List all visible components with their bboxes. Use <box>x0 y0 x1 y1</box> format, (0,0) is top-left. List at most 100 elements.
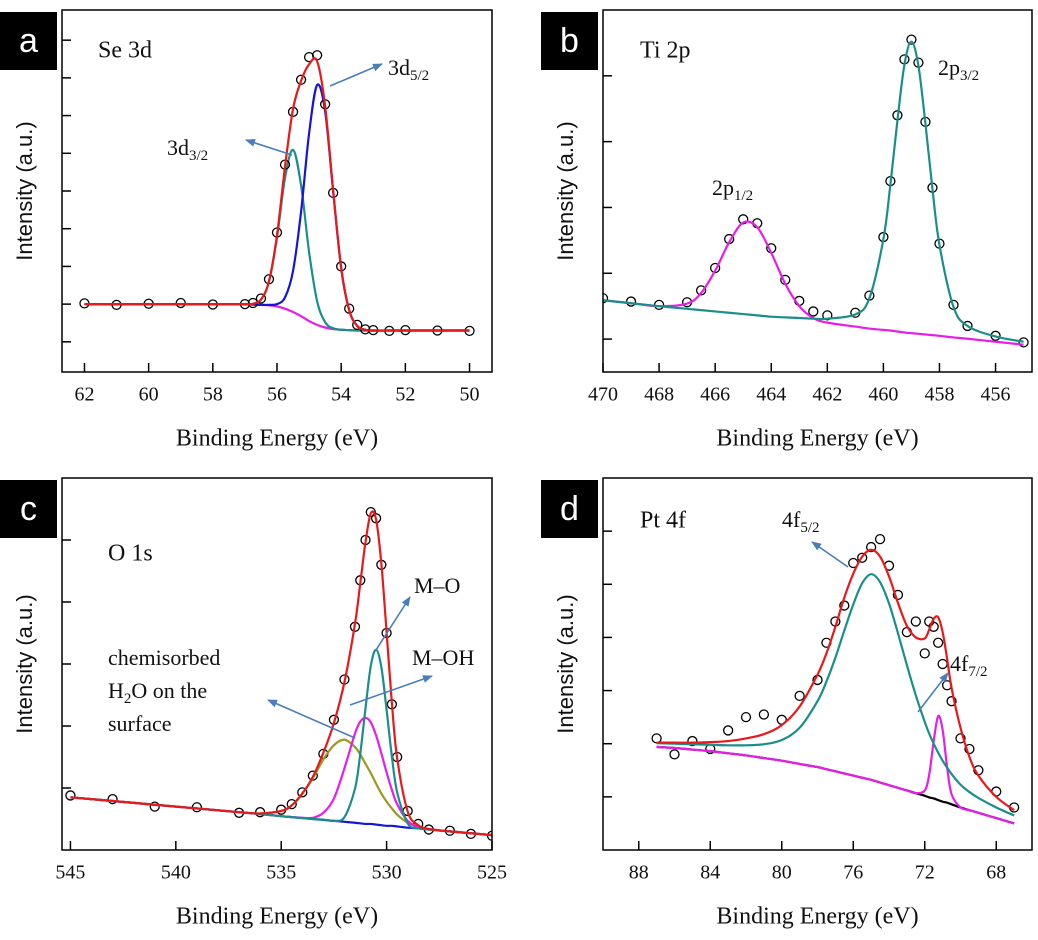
plot-area <box>603 34 1029 348</box>
annotation: H2O on the <box>108 678 207 707</box>
panel-letter-box <box>541 12 598 70</box>
data-point <box>892 589 904 601</box>
fit-curve <box>70 510 492 837</box>
fit-curve <box>656 573 1015 817</box>
annotation-text: surface <box>108 711 172 736</box>
annotation-subscript: 7/2 <box>968 664 987 680</box>
data-point <box>933 637 944 648</box>
y-axis-title: Intensity (a.u.) <box>12 594 37 733</box>
data-point <box>175 297 186 309</box>
x-tick-label: 462 <box>812 384 842 406</box>
x-axis-title: Binding Energy (eV) <box>176 904 378 930</box>
plot-area <box>79 50 475 337</box>
data-point <box>964 743 975 755</box>
annotation-arrow <box>811 541 849 568</box>
data-point <box>946 696 957 707</box>
x-tick-label: 68 <box>986 862 1006 884</box>
annotation-arrow <box>329 63 383 87</box>
annotation-subscript: 3/2 <box>189 148 208 164</box>
data-point <box>794 690 805 702</box>
data-point <box>1018 337 1029 348</box>
data-point <box>874 533 886 545</box>
x-tick-label: 468 <box>644 384 674 406</box>
x-tick-label: 54 <box>331 384 351 406</box>
annotation: 4f7/2 <box>950 651 988 680</box>
x-axis-title: Binding Energy (eV) <box>716 904 918 930</box>
data-point <box>149 801 160 812</box>
annotation-subscript: 3/2 <box>960 68 979 84</box>
data-point <box>303 51 315 63</box>
data-point <box>758 709 770 720</box>
panel-letter: b <box>560 22 579 60</box>
y-axis-title: Intensity (a.u.) <box>553 594 578 733</box>
annotation-arrow <box>375 596 411 651</box>
data-point <box>695 285 707 296</box>
data-point <box>919 648 930 659</box>
data-point <box>669 749 680 760</box>
panel-title: O 1s <box>108 541 153 567</box>
x-tick-label: 76 <box>843 862 863 884</box>
annotation: chemisorbed <box>108 645 220 670</box>
annotation-subscript: 1/2 <box>734 188 753 204</box>
annotation: 3d3/2 <box>167 135 208 164</box>
plot-area <box>65 506 492 841</box>
data-point <box>857 552 868 563</box>
data-point <box>603 293 609 304</box>
annotation-subscript: 5/2 <box>410 68 429 84</box>
x-tick-label: 52 <box>395 384 415 406</box>
plot-area <box>651 533 1020 825</box>
y-axis-title: Intensity (a.u.) <box>553 121 578 260</box>
data-point <box>625 296 637 307</box>
annotation-text: chemisorbed <box>108 645 220 670</box>
annotation: M–OH <box>412 645 474 670</box>
panel-letter-box <box>541 480 598 538</box>
panel-title: Pt 4f <box>640 508 686 534</box>
fit-curve <box>603 40 1024 343</box>
x-tick-label: 460 <box>868 384 898 406</box>
annotation-arrow <box>245 138 293 156</box>
fit-curve <box>70 738 492 837</box>
data-point <box>937 658 948 670</box>
annotation: 3d5/2 <box>388 55 429 84</box>
annotation-subscript: 2 <box>124 691 132 707</box>
data-point <box>822 310 833 321</box>
x-axis-title: Binding Energy (eV) <box>716 426 918 452</box>
data-point <box>955 733 966 744</box>
x-tick-label: 56 <box>267 384 287 406</box>
data-point <box>286 798 297 810</box>
annotation-text: 4f <box>950 651 969 676</box>
x-tick-label: 60 <box>139 384 159 406</box>
x-tick-label: 545 <box>55 862 85 884</box>
panel: 88 84 80 76 72 68 Binding Energy (eV) Intensity… <box>541 477 1033 930</box>
annotation-arrow <box>267 699 356 739</box>
panel-letter: a <box>19 22 38 60</box>
annotation-text: 4f <box>782 507 801 532</box>
x-tick-label: 456 <box>981 384 1011 406</box>
x-tick-label: 72 <box>915 862 935 884</box>
fit-curve <box>656 714 1015 825</box>
x-tick-label: 470 <box>588 384 618 406</box>
plot-frame <box>602 477 1033 851</box>
x-tick-label: 80 <box>772 862 792 884</box>
panel-title: Se 3d <box>98 38 152 64</box>
annotation-subscript: 5/2 <box>800 520 819 536</box>
annotation-text: 3d <box>388 55 410 80</box>
data-point <box>808 306 819 317</box>
panel-letter: c <box>20 490 37 528</box>
x-tick-label: 525 <box>477 862 507 884</box>
x-tick-label: 458 <box>924 384 954 406</box>
annotation-text: 2p <box>938 55 960 80</box>
x-tick-label: 540 <box>161 862 191 884</box>
annotation-text: 2p <box>712 175 734 200</box>
y-axis-title: Intensity (a.u.) <box>12 121 37 260</box>
x-tick-label: 530 <box>372 862 402 884</box>
fit-curve <box>84 57 470 332</box>
annotation: M–O <box>414 573 460 598</box>
data-point <box>107 794 118 805</box>
fit-curve <box>656 548 1015 812</box>
annotation: 2p3/2 <box>938 55 979 84</box>
fit-curve <box>84 302 470 332</box>
data-point <box>297 787 308 798</box>
annotation: surface <box>108 711 172 736</box>
